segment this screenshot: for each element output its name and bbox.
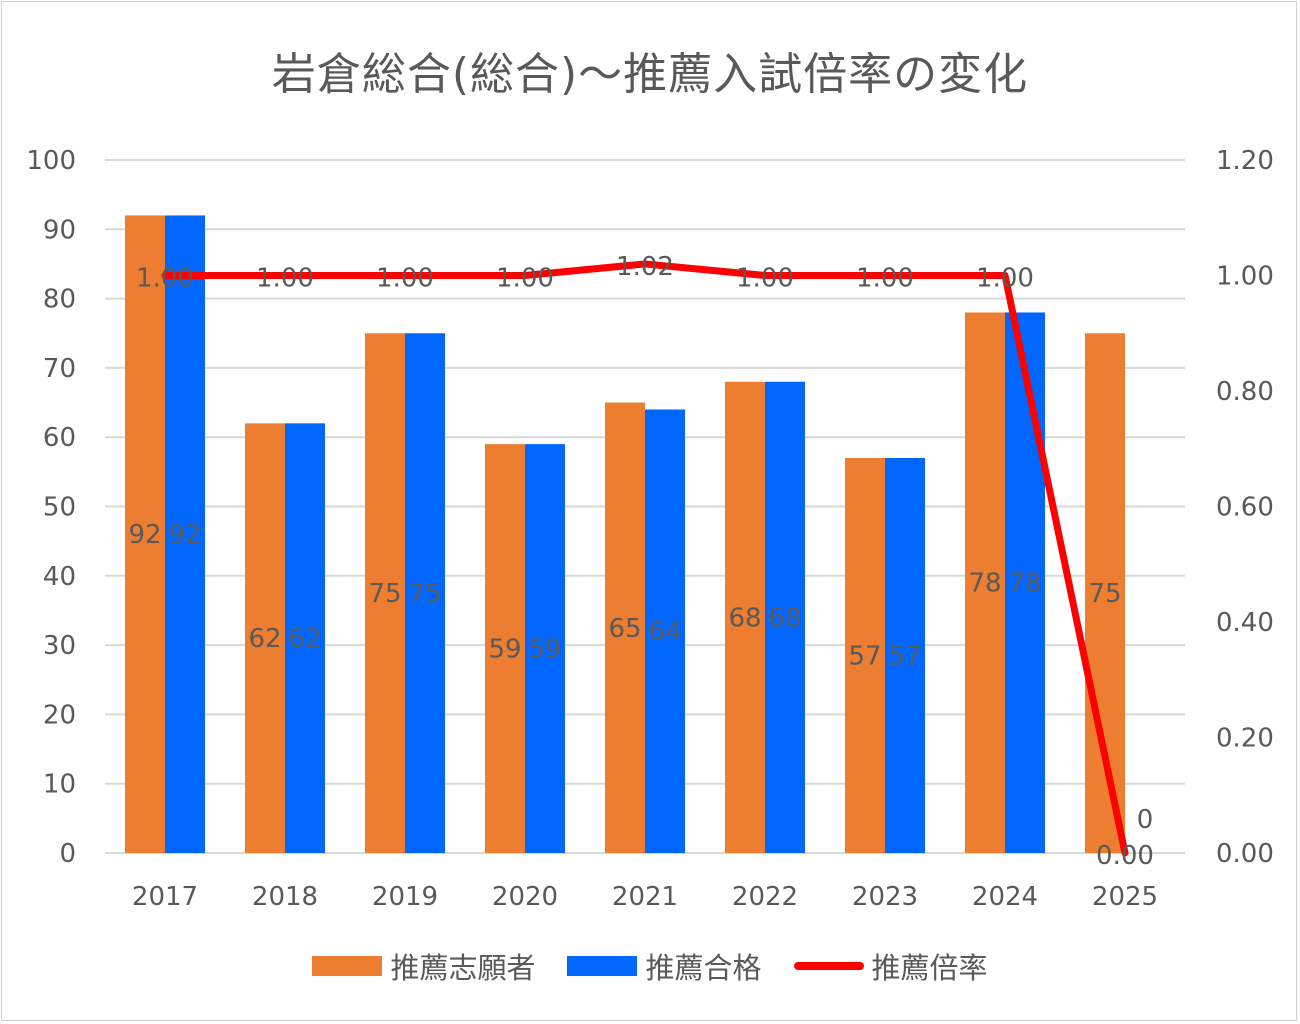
bar-applicants xyxy=(605,402,645,853)
x-tick-label: 2022 xyxy=(732,882,798,912)
bar-label-applicants: 57 xyxy=(848,641,881,671)
bar-label-passed: 57 xyxy=(888,641,921,671)
bar-label-applicants: 65 xyxy=(608,614,641,644)
x-tick-label: 2024 xyxy=(972,882,1038,912)
bar-applicants xyxy=(485,444,525,853)
bar-label-passed: 75 xyxy=(408,579,441,609)
ratio-label: 1.00 xyxy=(376,264,434,294)
ratio-label: 1.00 xyxy=(136,264,194,294)
ratio-label: 1.00 xyxy=(856,264,914,294)
legend-label-applicants: 推薦志願者 xyxy=(390,951,536,985)
x-tick-label: 2021 xyxy=(612,882,678,912)
x-tick-label: 2020 xyxy=(492,882,558,912)
legend-item-passed: 推薦合格 xyxy=(567,945,762,987)
bar-passed xyxy=(165,215,205,853)
left-tick-label: 90 xyxy=(43,215,76,245)
bar-passed xyxy=(405,333,445,853)
legend-item-applicants: 推薦志願者 xyxy=(312,945,535,987)
bar-label-applicants: 78 xyxy=(968,569,1001,599)
bar-passed xyxy=(285,423,325,853)
left-tick-label: 20 xyxy=(43,700,76,730)
left-axis-ticks: 0 10 20 30 40 50 60 70 80 90 100 xyxy=(26,146,76,869)
bar-label-passed: 59 xyxy=(528,635,561,665)
ratio-label: 1.02 xyxy=(616,252,674,282)
left-tick-label: 50 xyxy=(43,493,76,523)
legend-label-passed: 推薦合格 xyxy=(645,951,762,985)
ratio-label: 1.00 xyxy=(256,264,314,294)
line-data-labels: 1.00 1.00 1.00 1.00 1.02 1.00 1.00 1.00 0.00 xyxy=(136,252,1154,871)
bar-series xyxy=(125,215,1125,854)
bar-passed xyxy=(525,444,565,853)
bar-applicants xyxy=(365,333,405,853)
ratio-line xyxy=(161,260,1129,857)
legend-swatch-ratio xyxy=(793,962,864,970)
left-tick-label: 60 xyxy=(43,423,76,453)
bar-label-passed: 92 xyxy=(168,520,201,550)
bar-label-passed: 64 xyxy=(648,617,681,647)
right-axis-ticks: 0.00 0.20 0.40 0.60 0.80 1.00 1.20 xyxy=(1216,146,1274,869)
left-tick-label: 80 xyxy=(43,285,76,315)
right-tick-label: 1.20 xyxy=(1216,146,1274,176)
bar-label-applicants: 59 xyxy=(488,635,521,665)
bar-label-passed: 0 xyxy=(1137,805,1154,835)
bar-label-passed: 68 xyxy=(768,603,801,633)
legend: 推薦志願者 推薦合格 推薦倍率 xyxy=(0,945,1300,987)
bar-label-applicants: 75 xyxy=(1088,579,1121,609)
right-tick-label: 0.00 xyxy=(1216,839,1274,869)
bar-applicants xyxy=(845,457,885,853)
bar-passed xyxy=(885,457,925,853)
bar-label-applicants: 62 xyxy=(248,624,281,654)
ratio-label: 1.00 xyxy=(496,264,554,294)
left-tick-label: 70 xyxy=(43,354,76,384)
ratio-label: 1.00 xyxy=(976,264,1034,294)
left-tick-label: 10 xyxy=(43,770,76,800)
right-tick-label: 0.40 xyxy=(1216,608,1274,638)
x-tick-label: 2019 xyxy=(372,882,438,912)
right-tick-label: 0.20 xyxy=(1216,724,1274,754)
chart-title: 岩倉総合(総合)～推薦入試倍率の変化 xyxy=(271,49,1029,100)
right-tick-label: 0.80 xyxy=(1216,377,1274,407)
x-tick-label: 2018 xyxy=(252,882,318,912)
left-tick-label: 100 xyxy=(26,146,76,176)
bar-applicants xyxy=(965,312,1005,854)
left-tick-label: 40 xyxy=(43,562,76,592)
bar-label-passed: 78 xyxy=(1008,569,1041,599)
bar-applicants xyxy=(125,215,165,853)
legend-item-ratio: 推薦倍率 xyxy=(793,945,988,987)
bar-label-passed: 62 xyxy=(288,624,321,654)
bar-passed xyxy=(1005,312,1045,854)
ratio-line-series xyxy=(161,260,1129,857)
bar-label-applicants: 92 xyxy=(128,520,161,550)
left-tick-label: 30 xyxy=(43,631,76,661)
bar-label-applicants: 75 xyxy=(368,579,401,609)
legend-swatch-passed xyxy=(567,956,638,976)
bar-passed xyxy=(765,381,805,853)
ratio-label: 1.00 xyxy=(736,264,794,294)
bar-passed xyxy=(645,409,685,853)
x-axis-ticks: 2017 2018 2019 2020 2021 2022 2023 2024 2025 xyxy=(132,882,1158,912)
right-tick-label: 1.00 xyxy=(1216,262,1274,292)
right-tick-label: 0.60 xyxy=(1216,493,1274,523)
legend-swatch-applicants xyxy=(312,956,383,976)
left-tick-label: 0 xyxy=(59,839,76,869)
x-tick-label: 2025 xyxy=(1092,882,1158,912)
bar-applicants xyxy=(725,381,765,853)
bar-label-applicants: 68 xyxy=(728,603,761,633)
x-tick-label: 2023 xyxy=(852,882,918,912)
bar-applicants xyxy=(245,423,285,853)
x-tick-label: 2017 xyxy=(132,882,198,912)
ratio-label: 0.00 xyxy=(1096,841,1154,871)
legend-label-ratio: 推薦倍率 xyxy=(871,951,988,985)
